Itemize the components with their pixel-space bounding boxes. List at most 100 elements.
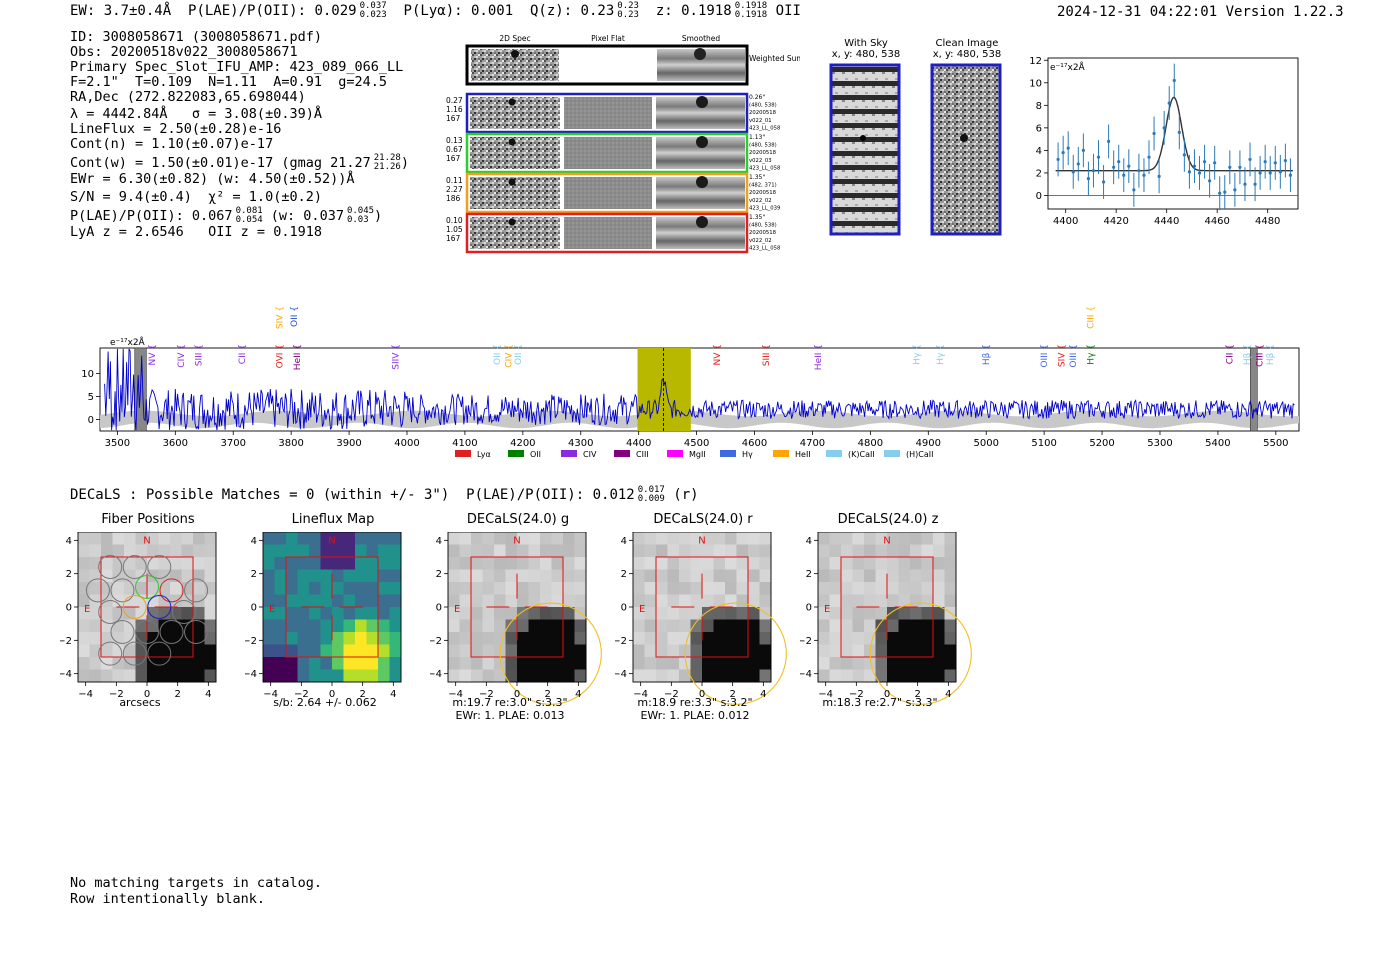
cutout-pixelflat (564, 217, 652, 249)
y-tick-label: −4 (800, 669, 812, 680)
image-pixel (471, 619, 483, 633)
image-pixel (448, 644, 460, 658)
data-point (1268, 171, 1272, 175)
image-pixel (378, 632, 390, 645)
image-pixel (112, 644, 125, 658)
image-pixel (898, 669, 911, 683)
image-pixel (366, 669, 379, 683)
image-pixel (158, 644, 171, 658)
panel-caption: s/b: 2.64 +/- 0.062 (273, 696, 377, 709)
image-pixel (471, 644, 483, 658)
image-pixel (124, 669, 136, 683)
x-tick-label: −2 (479, 689, 494, 700)
x-tick-label: 4000 (394, 438, 419, 449)
image-pixel (864, 582, 876, 595)
decals-panel: DECaLS(24.0) r N E −4 −4 −2 −2 0 0 2 2 4 4 m:18.9 re:… (615, 512, 787, 722)
x-tick-label: 5400 (1205, 438, 1230, 449)
image-pixel (690, 619, 703, 633)
data-point (1137, 169, 1141, 173)
clean-image-title: Clean Image (935, 38, 999, 49)
image-pixel (852, 544, 865, 558)
y-tick-label: 12 (1030, 56, 1042, 67)
legend-swatch (773, 450, 789, 457)
image-pixel (713, 657, 726, 670)
image-pixel (921, 532, 934, 545)
image-pixel (147, 632, 159, 645)
image-pixel (656, 594, 668, 608)
image-pixel (366, 607, 379, 620)
image-pixel (355, 619, 367, 633)
image-pixel (818, 669, 830, 683)
image-pixel (147, 644, 159, 658)
image-pixel (875, 644, 888, 658)
image-pixel (124, 569, 136, 583)
panel-caption: m:18.3 re:2.7" s:3.3" (822, 696, 938, 709)
clean-image-coords: x, y: 480, 538 (932, 49, 1002, 60)
image-pixel (181, 669, 194, 683)
with-sky-title: With Sky (844, 38, 888, 49)
x-tick-label: 5500 (1263, 438, 1288, 449)
image-pixel (517, 669, 529, 683)
image-pixel (297, 532, 310, 545)
image-pixel (286, 557, 298, 570)
image-pixel (158, 669, 171, 683)
image-pixel (343, 644, 356, 658)
image-pixel (170, 544, 182, 558)
image-pixel (841, 544, 853, 558)
image-pixel (505, 594, 518, 608)
image-pixel (864, 632, 876, 645)
data-point (1213, 161, 1217, 165)
y-tick-label: 0 (621, 603, 627, 614)
image-pixel (690, 532, 703, 545)
with-sky-coords: x, y: 480, 538 (831, 49, 901, 60)
data-point (1107, 139, 1111, 143)
image-pixel (124, 644, 136, 658)
image-pixel (147, 669, 159, 683)
image-pixel (633, 657, 645, 670)
image-pixel (551, 569, 564, 583)
image-pixel (193, 619, 205, 633)
image-pixel (343, 594, 356, 608)
data-point (1081, 148, 1085, 153)
ewr: EWr = 6.30(±0.82) (w: 4.50(±0.52))Å (70, 171, 355, 187)
image-pixel (297, 557, 310, 570)
image-pixel (759, 644, 772, 658)
image-pixel (713, 557, 726, 570)
cutout-pixelflat (564, 177, 652, 209)
image-pixel (933, 632, 945, 645)
image-pixel (551, 582, 564, 595)
image-pixel (332, 532, 344, 545)
image-pixel (101, 657, 113, 670)
cutout-meta: 20200518 (749, 150, 777, 156)
image-pixel (875, 669, 888, 683)
image-pixel (887, 544, 899, 558)
image-pixel (528, 619, 541, 633)
image-pixel (528, 569, 541, 583)
panel-image: N E −4 −4 −2 −2 0 0 2 2 4 4 (615, 532, 787, 705)
image-pixel (89, 632, 102, 645)
cutout-value: 2.27 (446, 185, 463, 194)
x-tick-label: 0 (699, 689, 705, 700)
y-tick-label: 5 (88, 392, 94, 403)
lambda-sigma: λ = 4442.84Å σ = 3.08(±0.39)Å (70, 106, 322, 122)
data-point (1182, 153, 1186, 157)
image-pixel (482, 669, 495, 683)
image-pixel (841, 632, 853, 645)
image-pixel (887, 569, 899, 583)
image-pixel (864, 619, 876, 633)
image-pixel (274, 594, 287, 608)
cutout-meta: 0.26" (749, 94, 765, 101)
image-pixel (702, 669, 714, 683)
line-label: HeII { (293, 344, 303, 370)
image-pixel (181, 557, 194, 570)
image-pixel (286, 619, 298, 633)
image-pixel (517, 582, 529, 595)
image-pixel (875, 557, 888, 570)
data-point (1056, 157, 1060, 162)
image-pixel (89, 619, 102, 633)
image-pixel (124, 594, 136, 608)
image-pixel (898, 607, 911, 620)
image-pixel (170, 657, 182, 670)
image-pixel (841, 619, 853, 633)
image-pixel (320, 632, 333, 645)
